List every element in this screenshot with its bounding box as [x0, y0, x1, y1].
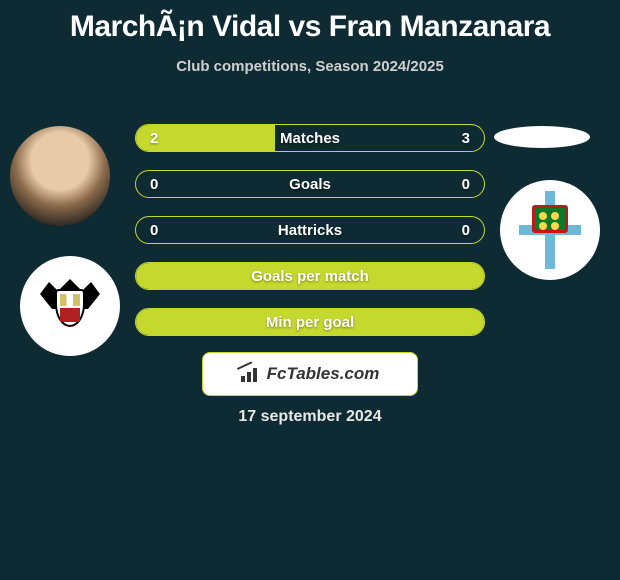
stat-label: Goals — [136, 171, 484, 198]
page-subtitle: Club competitions, Season 2024/2025 — [0, 58, 620, 75]
stat-row-min-per-goal: Min per goal — [135, 308, 485, 336]
branding-text: FcTables.com — [267, 364, 380, 384]
stat-right-value: 0 — [462, 171, 470, 198]
stat-label: Matches — [136, 125, 484, 152]
stat-right-value: 0 — [462, 217, 470, 244]
snapshot-date: 17 september 2024 — [0, 408, 620, 426]
stat-label: Goals per match — [136, 263, 484, 290]
stats-container: 2 Matches 3 0 Goals 0 0 Hattricks 0 Goal… — [135, 124, 485, 354]
player-left-avatar — [10, 126, 110, 226]
stat-row-matches: 2 Matches 3 — [135, 124, 485, 152]
stat-right-value: 3 — [462, 125, 470, 152]
branding-link[interactable]: FcTables.com — [202, 352, 418, 396]
stat-row-goals: 0 Goals 0 — [135, 170, 485, 198]
stat-row-hattricks: 0 Hattricks 0 — [135, 216, 485, 244]
stat-label: Hattricks — [136, 217, 484, 244]
page-title: MarchÃ¡n Vidal vs Fran Manzanara — [0, 0, 620, 44]
stat-row-goals-per-match: Goals per match — [135, 262, 485, 290]
player-left-club-badge — [20, 256, 120, 356]
bar-chart-icon — [241, 366, 261, 382]
player-right-club-badge — [500, 180, 600, 280]
albacete-crest-icon — [40, 271, 100, 341]
player-right-avatar — [494, 126, 590, 148]
stat-label: Min per goal — [136, 309, 484, 336]
racing-crest-icon — [519, 191, 581, 269]
